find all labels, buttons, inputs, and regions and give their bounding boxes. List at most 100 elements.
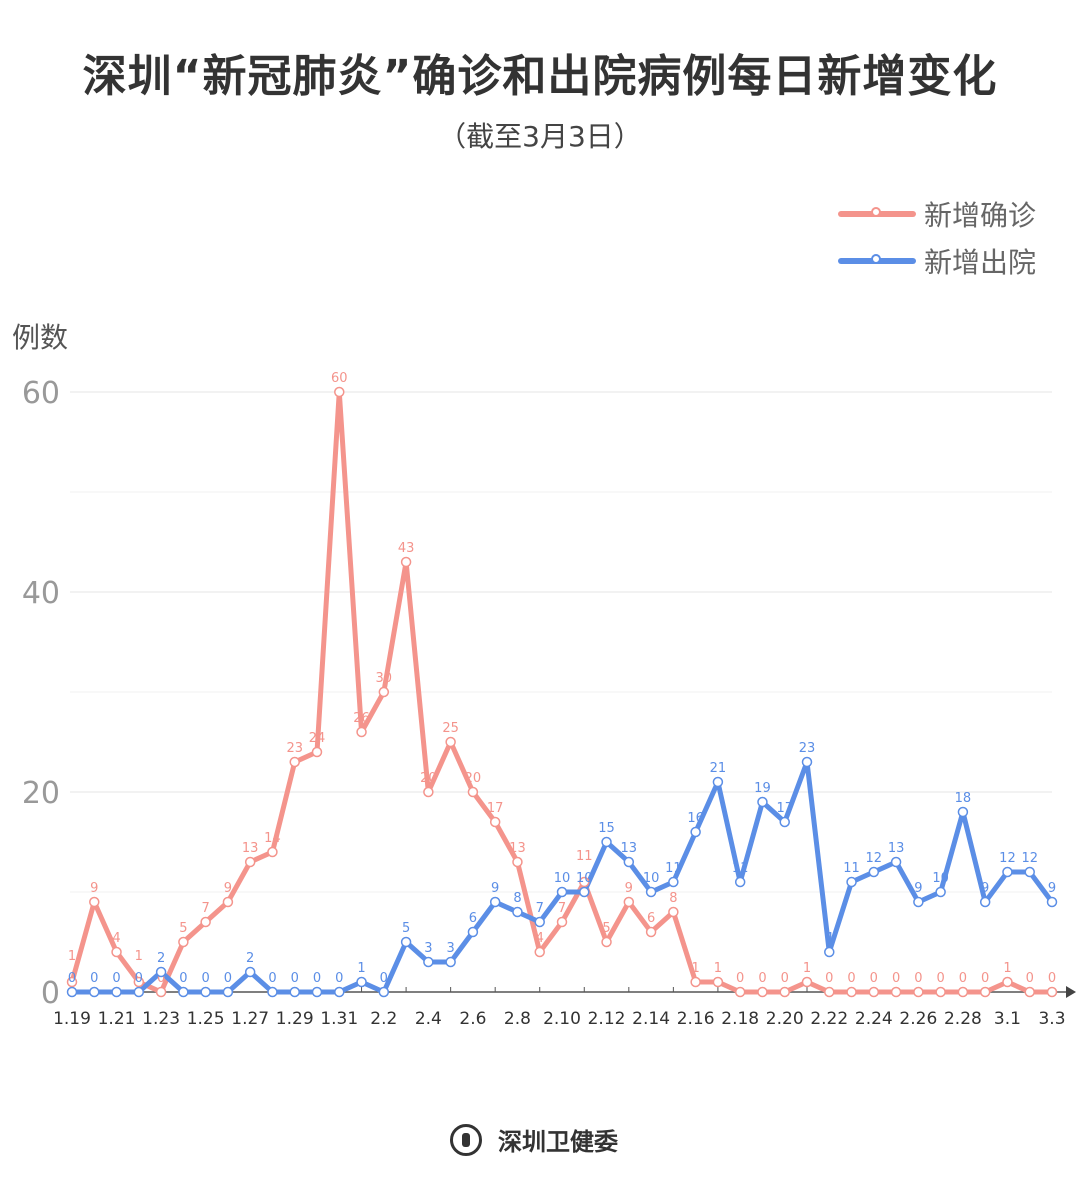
legend-label-discharged: 新增出院	[924, 246, 1037, 279]
legend-swatch-discharged	[838, 254, 916, 264]
data-point-0	[801, 976, 813, 988]
data-label-1: 0	[179, 971, 187, 986]
legend-item-confirmed: 新增确诊	[838, 194, 1036, 234]
data-point-0	[846, 986, 857, 998]
data-label-1: 12	[866, 851, 883, 866]
data-point-0	[222, 896, 234, 908]
data-label-1: 19	[754, 781, 771, 796]
data-label-0: 0	[736, 971, 744, 986]
x-tick-label: 2.4	[415, 1009, 442, 1029]
data-point-1	[133, 986, 145, 998]
data-point-1	[890, 856, 902, 868]
x-tick-label: 3.3	[1038, 1009, 1065, 1029]
legend-item-discharged: 新增出院	[838, 241, 1036, 281]
data-point-1	[489, 896, 501, 908]
data-label-0: 7	[558, 901, 566, 916]
data-point-1	[556, 886, 568, 898]
data-point-0	[178, 936, 189, 948]
x-tick-label: 2.18	[721, 1009, 759, 1029]
data-label-0: 9	[625, 881, 633, 896]
x-tick-label: 2.24	[855, 1009, 893, 1029]
data-point-1	[846, 876, 857, 888]
x-tick-label: 2.26	[899, 1009, 937, 1029]
data-point-1	[645, 886, 657, 898]
data-label-0: 23	[286, 741, 303, 756]
data-label-0: 7	[201, 901, 209, 916]
data-point-0	[244, 856, 256, 868]
data-label-1: 17	[776, 801, 793, 816]
data-label-1: 8	[513, 891, 521, 906]
data-label-0: 1	[1003, 961, 1011, 976]
data-label-1: 11	[665, 861, 682, 876]
org-logo-icon	[450, 1123, 482, 1156]
legend-label-confirmed: 新增确诊	[924, 199, 1037, 232]
x-tick-label: 2.22	[810, 1009, 848, 1029]
data-label-1: 0	[380, 971, 388, 986]
chart-title: 深圳“新冠肺炎”确诊和出院病例每日新增变化	[82, 51, 998, 102]
data-point-0	[133, 976, 145, 988]
data-point-1	[1002, 866, 1013, 878]
data-point-1	[200, 986, 211, 998]
data-point-1	[1024, 866, 1035, 878]
data-point-0	[334, 386, 345, 398]
data-label-1: 9	[914, 881, 922, 896]
data-point-1	[267, 986, 278, 998]
data-label-0: 43	[398, 541, 415, 556]
data-point-0	[668, 906, 679, 918]
data-label-1: 0	[135, 971, 143, 986]
data-point-1	[913, 896, 924, 908]
data-label-1: 12	[1021, 851, 1038, 866]
data-label-0: 6	[647, 911, 655, 926]
data-label-0: 14	[264, 831, 281, 846]
data-label-1: 0	[112, 971, 120, 986]
data-label-1: 10	[932, 871, 949, 886]
data-label-0: 0	[959, 971, 967, 986]
data-point-0	[378, 686, 390, 698]
data-point-0	[734, 986, 746, 998]
data-label-1: 0	[68, 971, 76, 986]
y-tick-label: 60	[22, 376, 60, 411]
data-point-0	[400, 556, 412, 568]
data-point-0	[445, 736, 456, 748]
data-label-1: 10	[576, 871, 593, 886]
data-point-1	[1046, 896, 1058, 908]
x-tick-label: 2.8	[504, 1009, 531, 1029]
data-point-1	[868, 866, 880, 878]
data-label-1: 0	[335, 971, 343, 986]
data-point-0	[623, 896, 635, 908]
data-point-0	[1024, 986, 1035, 998]
data-point-1	[668, 876, 679, 888]
data-point-1	[690, 826, 701, 838]
data-point-1	[734, 876, 746, 888]
data-point-1	[244, 966, 256, 978]
y-axis-label: 例数	[12, 321, 69, 354]
data-label-1: 16	[687, 811, 704, 826]
y-tick-label: 40	[22, 576, 60, 611]
chart-subtitle: （截至3月3日）	[438, 120, 642, 153]
data-point-0	[979, 986, 991, 998]
data-label-1: 13	[621, 841, 638, 856]
x-tick-label: 1.31	[320, 1009, 358, 1029]
data-point-0	[556, 916, 568, 928]
data-point-1	[423, 956, 434, 968]
data-label-1: 2	[157, 951, 165, 966]
data-point-0	[489, 816, 501, 828]
data-label-1: 5	[402, 921, 410, 936]
data-point-1	[979, 896, 991, 908]
data-point-1	[155, 966, 167, 978]
data-label-0: 13	[509, 841, 526, 856]
data-label-0: 0	[892, 971, 900, 986]
data-point-1	[334, 986, 345, 998]
x-tick-label: 1.25	[187, 1009, 225, 1029]
data-point-0	[712, 976, 724, 988]
data-point-1	[512, 906, 523, 918]
data-label-0: 0	[981, 971, 989, 986]
data-label-0: 0	[936, 971, 944, 986]
data-point-0	[690, 976, 701, 988]
data-label-0: 30	[376, 671, 393, 686]
data-label-1: 11	[732, 861, 749, 876]
data-point-0	[957, 986, 969, 998]
data-point-0	[423, 786, 434, 798]
data-point-1	[400, 936, 412, 948]
data-point-1	[623, 856, 635, 868]
